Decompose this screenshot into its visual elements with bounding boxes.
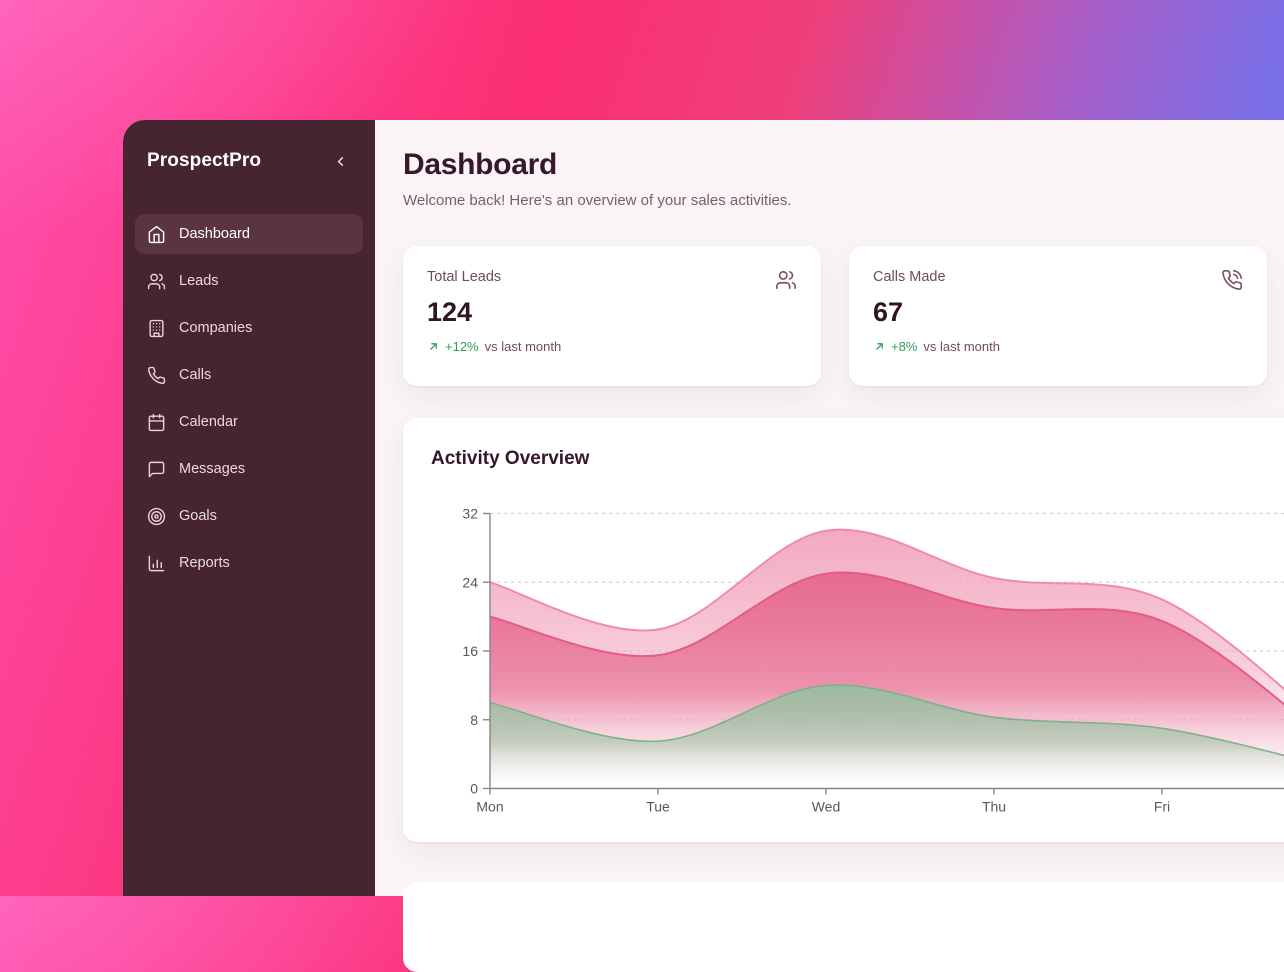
bar-chart-icon xyxy=(147,554,166,573)
sidebar-item-goals[interactable]: Goals xyxy=(135,496,363,536)
svg-text:16: 16 xyxy=(462,643,478,659)
sidebar-item-label: Reports xyxy=(179,555,230,571)
svg-text:Wed: Wed xyxy=(812,799,841,815)
stat-card-total-leads: Total Leads 124 +12% vs last month xyxy=(403,246,821,386)
activity-overview-card: Activity Overview 0 8 16 24 32 Mon Tue Wed Thu Fr… xyxy=(403,418,1284,842)
sidebar-item-label: Leads xyxy=(179,273,219,289)
stat-value: 67 xyxy=(873,297,904,327)
sidebar-item-label: Calendar xyxy=(179,414,238,430)
sidebar-item-companies[interactable]: Companies xyxy=(135,308,363,348)
svg-text:8: 8 xyxy=(470,712,478,728)
page-title: Dashboard xyxy=(403,148,557,181)
sidebar-header: ProspectPro xyxy=(135,148,363,174)
sidebar-nav: Dashboard Leads Companies Calls xyxy=(135,214,363,583)
page-subtitle: Welcome back! Here's an overview of your… xyxy=(403,192,792,209)
svg-text:Thu: Thu xyxy=(982,799,1006,815)
users-icon xyxy=(147,272,166,291)
sidebar-item-calendar[interactable]: Calendar xyxy=(135,402,363,442)
sidebar-item-messages[interactable]: Messages xyxy=(135,449,363,489)
stat-trend: +8% vs last month xyxy=(873,339,1243,354)
sidebar-item-label: Companies xyxy=(179,320,253,336)
users-icon xyxy=(775,269,797,291)
desktop-background: { "brand": { "name": "ProspectPro" }, "s… xyxy=(0,0,1284,896)
svg-text:0: 0 xyxy=(470,781,478,797)
sidebar-item-label: Messages xyxy=(179,461,246,477)
sidebar-collapse-button[interactable] xyxy=(329,150,351,172)
sidebar-item-label: Calls xyxy=(179,367,212,383)
stats-row: Total Leads 124 +12% vs last month xyxy=(403,246,1284,386)
brand-logo: ProspectPro xyxy=(147,150,262,171)
stat-value: 124 xyxy=(427,297,473,327)
main-content: Dashboard Welcome back! Here's an overvi… xyxy=(375,120,1284,972)
svg-text:Fri: Fri xyxy=(1154,799,1170,815)
app-window: ProspectPro Dashboard Leads xyxy=(123,120,1284,972)
calendar-icon xyxy=(147,413,166,432)
sidebar-item-calls[interactable]: Calls xyxy=(135,355,363,395)
phone-icon xyxy=(147,366,166,385)
sidebar: ProspectPro Dashboard Leads xyxy=(123,120,375,896)
chart-title: Activity Overview xyxy=(431,448,590,469)
phone-call-icon xyxy=(1221,269,1243,291)
chevron-left-icon xyxy=(333,154,348,169)
trend-up-arrow-icon xyxy=(873,340,886,353)
sidebar-item-label: Dashboard xyxy=(179,226,250,242)
home-icon xyxy=(147,225,166,244)
sidebar-item-dashboard[interactable]: Dashboard xyxy=(135,214,363,254)
svg-text:32: 32 xyxy=(462,506,478,522)
building-icon xyxy=(147,319,166,338)
stat-card-calls-made: Calls Made 67 +8% vs last month xyxy=(849,246,1267,386)
trend-percent: +8% xyxy=(891,338,918,354)
trend-suffix: vs last month xyxy=(484,338,562,354)
sidebar-item-reports[interactable]: Reports xyxy=(135,543,363,583)
activity-area-chart: 0 8 16 24 32 Mon Tue Wed Thu Fri xyxy=(462,506,1284,815)
trend-suffix: vs last month xyxy=(923,338,1000,354)
trend-up-arrow-icon xyxy=(427,340,440,353)
svg-text:24: 24 xyxy=(462,574,478,590)
target-icon xyxy=(147,507,166,526)
svg-text:Mon: Mon xyxy=(476,799,503,815)
trend-percent: +12% xyxy=(445,338,479,354)
svg-text:Tue: Tue xyxy=(646,799,670,815)
stat-label: Calls Made xyxy=(873,269,946,285)
sidebar-item-leads[interactable]: Leads xyxy=(135,261,363,301)
stat-label: Total Leads xyxy=(427,269,502,285)
message-icon xyxy=(147,460,166,479)
sidebar-item-label: Goals xyxy=(179,508,217,524)
stat-trend: +12% vs last month xyxy=(427,339,797,354)
